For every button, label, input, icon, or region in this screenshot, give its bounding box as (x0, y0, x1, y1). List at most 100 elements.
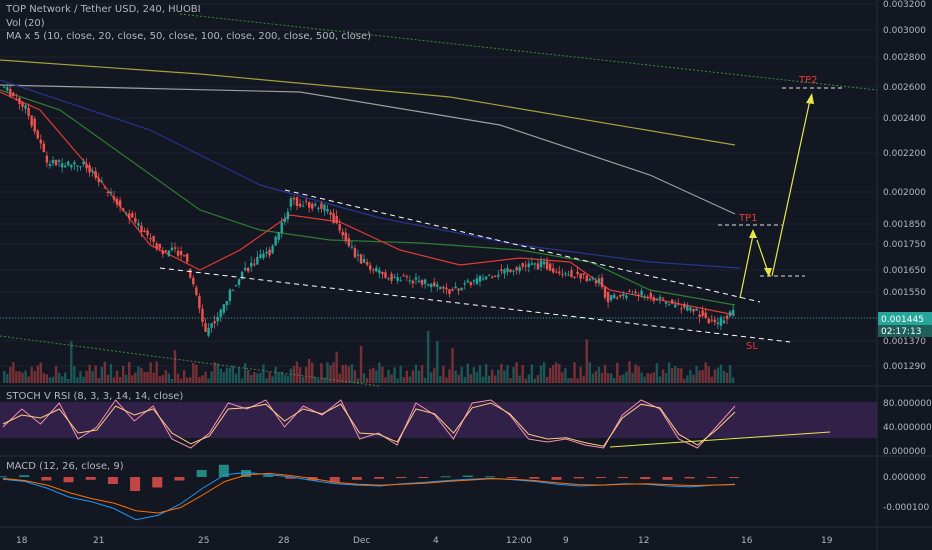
stoch-rsi-legend[interactable]: STOCH V RSI (8, 3, 3, 14, 14, close) (6, 391, 184, 402)
candle-body (362, 259, 366, 263)
candle-body (42, 143, 46, 153)
volume-bar (42, 373, 46, 383)
volume-bar (521, 365, 524, 383)
candle-body (228, 289, 232, 301)
volume-bar (494, 375, 497, 383)
candle-body (125, 213, 128, 215)
volume-bar (280, 371, 283, 383)
volume-bar (713, 369, 717, 383)
candle-body (250, 262, 253, 267)
candle-body (725, 315, 729, 320)
candle-body (317, 207, 320, 209)
candle-body (286, 211, 290, 220)
volume-bar (448, 369, 451, 383)
ma-legend[interactable]: MA x 5 (10, close, 20, close, 50, close,… (6, 31, 371, 42)
volume-bar (164, 370, 168, 383)
candle-body (210, 323, 213, 328)
candle-body (243, 267, 247, 271)
volume-bar (210, 371, 213, 383)
volume-bar (582, 375, 585, 383)
volume-bar (430, 372, 433, 383)
macd-histogram-bar (285, 477, 296, 479)
candle-body (625, 295, 628, 298)
price-tick-label: 0.001650 (883, 266, 926, 276)
volume-bar (106, 374, 110, 383)
macd-legend[interactable]: MACD (12, 26, close, 9) (6, 461, 124, 472)
volume-bar (658, 376, 662, 383)
candle-body (674, 304, 677, 308)
volume-bar (362, 373, 366, 383)
candle-body (36, 130, 39, 139)
volume-bar (426, 331, 430, 383)
candle-body (207, 327, 210, 336)
candle-body (478, 275, 482, 282)
candle-body (555, 271, 558, 273)
candle-body (494, 275, 497, 277)
volume-bar (88, 364, 91, 383)
volume-bar (515, 362, 518, 383)
candle-body (3, 86, 6, 88)
volume-bar (454, 370, 457, 383)
candle-body (454, 286, 457, 289)
volume-bar (481, 376, 485, 383)
macd-histogram-bar (640, 477, 651, 480)
candle-body (344, 232, 347, 242)
volume-bar (625, 371, 628, 383)
candle-body (201, 308, 204, 322)
candle-body (539, 260, 543, 268)
candle-body (149, 238, 152, 240)
volume-bar (674, 365, 677, 383)
candle-body (716, 322, 720, 325)
volume-bar (393, 367, 396, 383)
candle-body (689, 307, 692, 311)
tp2-label: TP2 (798, 75, 818, 86)
candle-body (332, 213, 335, 223)
volume-bar (115, 370, 119, 383)
volume-bar (552, 365, 555, 383)
volume-bar (24, 370, 27, 383)
candle-body (9, 88, 12, 97)
candle-body (39, 139, 42, 144)
volume-bar (283, 374, 286, 383)
volume-bar (222, 372, 225, 383)
price-tick-label: 0.002400 (883, 114, 926, 124)
volume-bar (414, 364, 418, 383)
candle-body (219, 309, 222, 317)
candle-body (198, 296, 201, 309)
volume-bar (365, 378, 369, 383)
candle-body (570, 270, 573, 277)
candle-body (619, 295, 622, 297)
volume-bar (192, 362, 195, 383)
macd-histogram-bar (85, 477, 96, 480)
candle-body (247, 267, 250, 272)
volume-bar (231, 365, 235, 383)
candle-body (393, 276, 396, 278)
volume-bar (189, 377, 192, 383)
volume-bar (170, 378, 174, 383)
candle-body (186, 253, 189, 262)
candle-body (552, 268, 555, 273)
macd-histogram-bar (107, 477, 118, 484)
volume-bar (48, 377, 52, 383)
candle-body (128, 213, 131, 219)
volume-bar (103, 361, 107, 383)
candle-body (48, 164, 52, 166)
volume-bar (439, 375, 442, 383)
candle-body (545, 261, 549, 270)
volume-bar (542, 362, 546, 383)
candle-body (109, 191, 113, 194)
candle-body (436, 284, 439, 287)
candle-body (112, 196, 116, 200)
candle-body (369, 265, 372, 270)
candle-body (564, 273, 567, 275)
arrow-to-tp2 (771, 99, 811, 277)
candle-body (192, 277, 195, 285)
volume-bar (134, 372, 137, 383)
volume-bar (375, 370, 378, 383)
volume-bar (60, 376, 64, 383)
symbol-title[interactable]: TOP Network / Tether USD, 240, HUOBI (6, 4, 201, 15)
candle-body (253, 263, 256, 265)
candle-body (283, 218, 286, 223)
vol-legend[interactable]: Vol (20) (6, 18, 45, 29)
